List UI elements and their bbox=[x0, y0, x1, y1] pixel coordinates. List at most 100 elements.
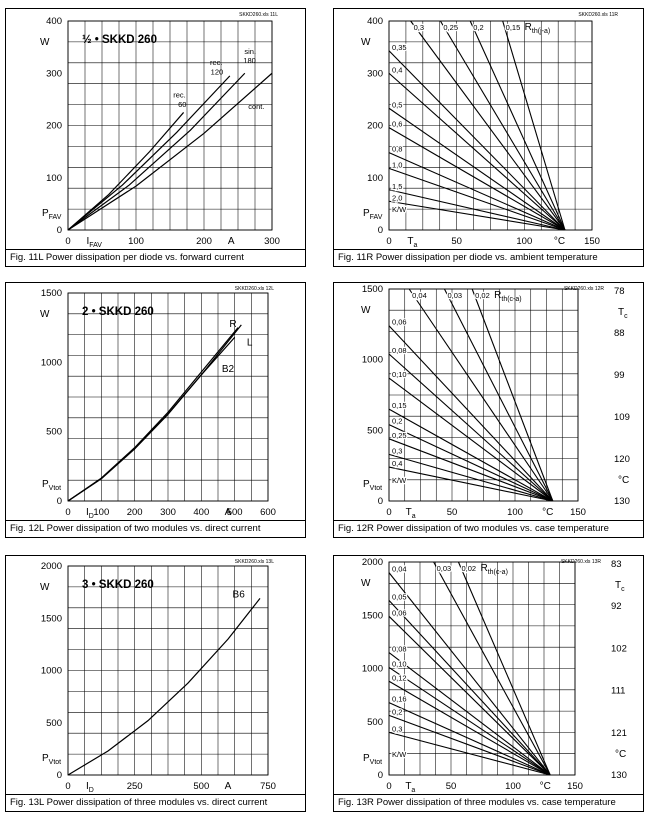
x-tick-label: 0 bbox=[386, 507, 391, 518]
rth-line bbox=[469, 20, 566, 231]
rth-top-label: 0,02 bbox=[475, 291, 490, 300]
y-tick-label: 500 bbox=[367, 717, 383, 728]
x-tick-label: 250 bbox=[127, 781, 143, 792]
rth-left-label: 0,08 bbox=[392, 645, 407, 654]
y-axis-label: PVtot bbox=[42, 479, 61, 492]
chart-svg-11l: SKKD260.xls 11L 0 100 200 300 0 100 200 300 400 W P… bbox=[40, 12, 280, 249]
right-tick-label: 88 bbox=[614, 328, 625, 339]
curve-label: B2 bbox=[222, 364, 235, 375]
curve-label: 60 bbox=[178, 100, 186, 109]
rth-left-label: 0,12 bbox=[392, 673, 407, 682]
chart-panel-11l: SKKD260.xls 11L 0 100 200 300 0 100 200 300 400 W P… bbox=[5, 8, 306, 267]
x-tick-label: 100 bbox=[505, 781, 521, 792]
rth-line bbox=[388, 680, 551, 776]
x-tick-label: 150 bbox=[567, 781, 583, 792]
rth-line bbox=[388, 572, 551, 776]
y-tick-label: 2000 bbox=[41, 561, 62, 572]
y-axis-label: PVtot bbox=[363, 753, 382, 766]
y-tick-label: 0 bbox=[57, 770, 62, 781]
rth-line bbox=[388, 666, 551, 776]
x-tick-label: 0 bbox=[386, 781, 391, 792]
right-tick-label: 130 bbox=[614, 496, 630, 507]
chart-panel-12l: SKKD260.xls 12L 0 100 200 300 400 500 600 0 500 10… bbox=[5, 282, 306, 538]
y-tick-label: 0 bbox=[378, 496, 383, 507]
rth-left-label: 0,6 bbox=[392, 120, 402, 129]
rth-line bbox=[388, 466, 553, 502]
curve-label: rec. bbox=[210, 58, 223, 67]
rth-line bbox=[388, 714, 551, 776]
kw-unit-label: K/W bbox=[392, 750, 407, 759]
rth-left-label: 0,3 bbox=[392, 446, 402, 455]
y-tick-label: 500 bbox=[367, 425, 383, 436]
rth-line bbox=[388, 702, 551, 776]
rth-line bbox=[388, 731, 551, 776]
kw-unit-label: K/W bbox=[392, 205, 407, 214]
rth-left-label: 0,2 bbox=[392, 707, 402, 716]
x-tick-label: 200 bbox=[127, 507, 143, 518]
series-line bbox=[67, 324, 242, 502]
rth-left-label: 0,35 bbox=[392, 43, 407, 52]
y-axis-label: PFAV bbox=[42, 208, 62, 221]
rth-line bbox=[388, 189, 566, 231]
x-tick-label: 200 bbox=[196, 236, 212, 247]
rth-left-label: 0,3 bbox=[392, 724, 402, 733]
y-tick-label: 300 bbox=[367, 68, 383, 79]
curve-label: cont. bbox=[248, 102, 264, 111]
y-axis-unit: W bbox=[361, 578, 371, 589]
rth-line bbox=[388, 652, 551, 776]
series-line bbox=[67, 327, 239, 502]
rth-left-label: 0,10 bbox=[392, 659, 407, 668]
rth-line bbox=[502, 20, 566, 231]
y-tick-label: 0 bbox=[57, 496, 62, 507]
rth-line bbox=[388, 408, 554, 502]
rth-line bbox=[388, 167, 566, 231]
curve-label: 120 bbox=[211, 67, 224, 76]
plot-frame bbox=[67, 565, 269, 776]
chart-panel-13l: SKKD260.xls 13L 0 250 500 750 0 500 1000 1500 200… bbox=[5, 555, 306, 812]
right-axis-label: Tc bbox=[615, 580, 625, 593]
rth-axis-label: Rth(c-a) bbox=[494, 290, 521, 303]
x-tick-label: 750 bbox=[260, 781, 276, 792]
rth-left-label: 0,4 bbox=[392, 65, 402, 74]
x-axis-unit: A bbox=[225, 507, 232, 518]
plot-frame bbox=[67, 292, 269, 502]
rth-left-label: 0,04 bbox=[392, 565, 407, 574]
x-tick-label: 600 bbox=[260, 507, 276, 518]
y-tick-label: 0 bbox=[57, 225, 62, 236]
rth-line bbox=[388, 200, 566, 231]
y-axis-unit: W bbox=[40, 582, 50, 593]
chart-title: ½ • SKKD 260 bbox=[82, 34, 157, 46]
x-tick-label: 100 bbox=[128, 236, 144, 247]
rth-line bbox=[388, 50, 566, 231]
chart-panel-11r: SKKD260.xls 11R 0 50 100 150 0 100 200 300 400 W PF… bbox=[333, 8, 644, 267]
rth-line bbox=[388, 599, 551, 776]
rth-top-label: 0,02 bbox=[461, 564, 476, 573]
source-file-label: SKKD260.xls 12R bbox=[564, 286, 604, 292]
x-tick-label: 100 bbox=[516, 236, 532, 247]
y-tick-label: 1000 bbox=[41, 666, 62, 677]
x-tick-label: 300 bbox=[160, 507, 176, 518]
x-tick-label: 150 bbox=[570, 507, 586, 518]
chart-title: 3 • SKKD 260 bbox=[82, 579, 154, 591]
series-line bbox=[67, 75, 231, 231]
x-tick-label: 50 bbox=[451, 236, 462, 247]
rth-top-label: 0,03 bbox=[447, 291, 462, 300]
y-tick-label: 1500 bbox=[41, 288, 62, 299]
grid-lines bbox=[67, 565, 269, 776]
right-axis-unit: °C bbox=[615, 749, 626, 760]
rth-left-label: 0,4 bbox=[392, 459, 402, 468]
x-tick-label: 50 bbox=[447, 507, 458, 518]
x-tick-label: 0 bbox=[65, 781, 70, 792]
rth-line bbox=[388, 377, 554, 502]
y-axis-unit: W bbox=[361, 305, 371, 316]
y-tick-label: 0 bbox=[378, 770, 383, 781]
x-axis-unit: A bbox=[228, 236, 235, 247]
figure-caption: Fig. 12R Power dissipation of two module… bbox=[334, 520, 643, 537]
rth-line bbox=[457, 561, 551, 776]
figure-caption: Fig. 11L Power dissipation per diode vs.… bbox=[6, 249, 305, 266]
rth-axis-label: Rth(j-a) bbox=[525, 22, 551, 35]
rth-left-label: 0,08 bbox=[392, 346, 407, 355]
plot-frame bbox=[67, 20, 273, 231]
y-tick-label: 400 bbox=[46, 16, 62, 27]
